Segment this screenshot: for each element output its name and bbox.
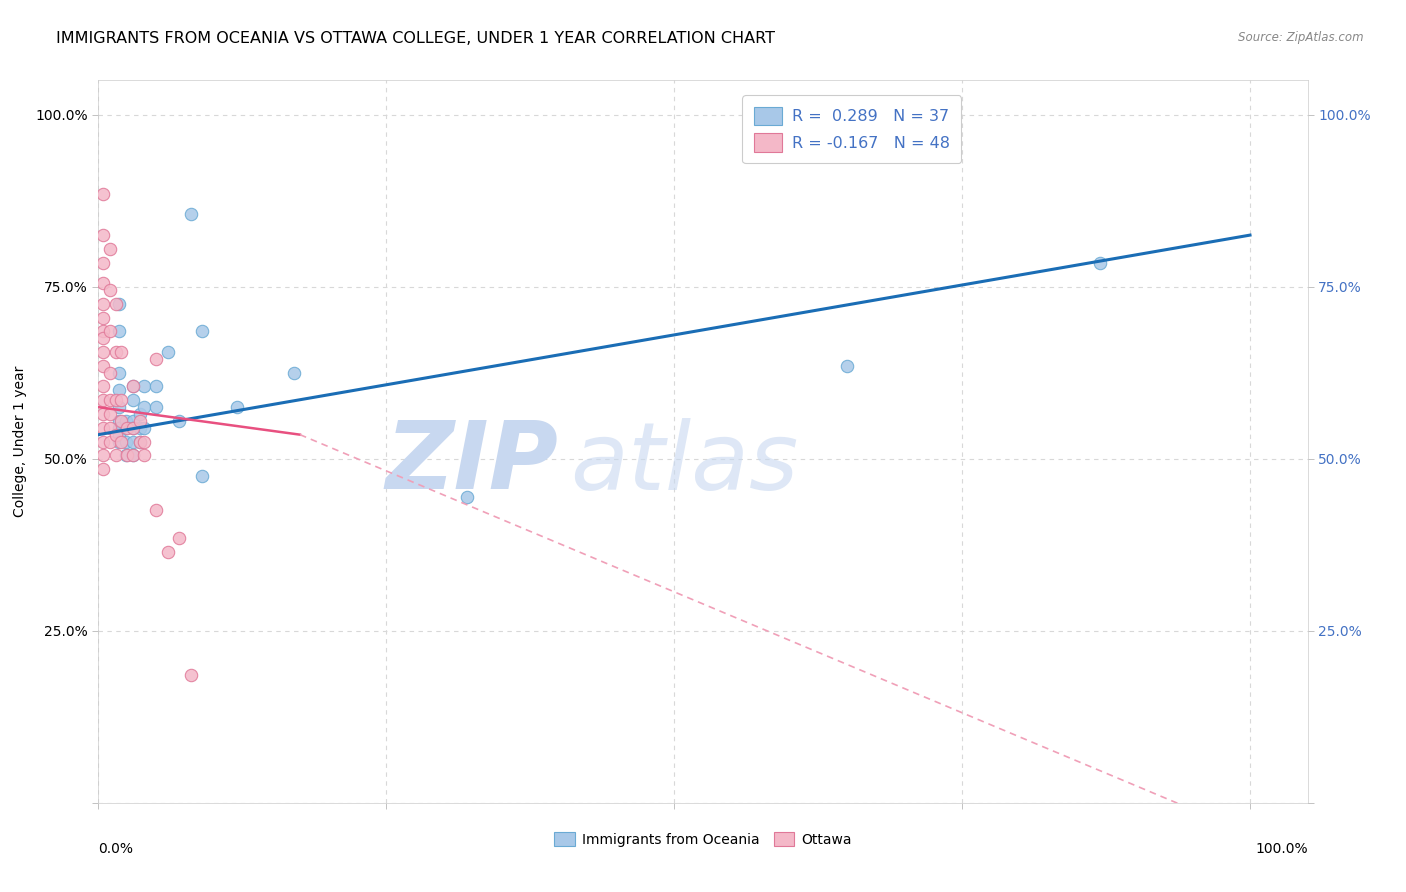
Point (835, 359, 858, 373)
Point (167, 531, 190, 545)
Point (115, 414, 138, 428)
Point (156, 345, 179, 359)
Point (145, 400, 167, 414)
Point (456, 490, 478, 504)
Point (91, 407, 114, 421)
Point (98, 407, 121, 421)
Point (122, 379, 145, 393)
Point (98, 325, 121, 339)
Y-axis label: College, Under 1 year: College, Under 1 year (13, 366, 27, 517)
Point (108, 434, 131, 449)
Point (128, 434, 150, 449)
Point (91, 462, 114, 476)
Point (128, 421, 150, 435)
Text: 100.0%: 100.0% (1256, 842, 1308, 855)
Point (91, 379, 114, 393)
Point (115, 448, 138, 462)
Point (91, 255, 114, 269)
Point (122, 414, 145, 428)
Point (108, 297, 131, 311)
Point (110, 414, 132, 428)
Point (91, 186, 114, 201)
Text: ZIP: ZIP (385, 417, 558, 509)
Point (134, 434, 156, 449)
Point (91, 228, 114, 243)
Point (115, 448, 138, 462)
Point (115, 421, 138, 435)
Point (115, 434, 138, 449)
Point (108, 325, 131, 339)
Point (91, 345, 114, 359)
Point (128, 407, 150, 421)
Point (122, 379, 145, 393)
Point (283, 366, 305, 380)
Point (115, 421, 138, 435)
Point (104, 393, 127, 408)
Point (108, 383, 131, 397)
Point (122, 434, 145, 449)
Point (104, 427, 127, 442)
Point (128, 414, 150, 428)
Point (91, 393, 114, 408)
Point (91, 325, 114, 339)
Point (122, 448, 145, 462)
Point (104, 448, 127, 462)
Point (156, 544, 179, 558)
Point (91, 310, 114, 325)
Point (91, 297, 114, 311)
Point (191, 469, 214, 483)
Point (134, 421, 156, 435)
Point (145, 379, 167, 393)
Point (180, 207, 202, 221)
Text: 0.0%: 0.0% (98, 842, 134, 855)
Point (98, 242, 121, 256)
Point (122, 448, 145, 462)
Point (104, 345, 127, 359)
Point (110, 345, 132, 359)
Point (98, 283, 121, 297)
Point (122, 421, 145, 435)
Point (91, 448, 114, 462)
Point (134, 379, 156, 393)
Text: Source: ZipAtlas.com: Source: ZipAtlas.com (1239, 31, 1364, 45)
Point (91, 434, 114, 449)
Point (110, 434, 132, 449)
Point (145, 351, 167, 366)
Point (134, 448, 156, 462)
Point (128, 434, 150, 449)
Text: atlas: atlas (569, 417, 799, 508)
Point (122, 393, 145, 408)
Point (108, 400, 131, 414)
Point (145, 503, 167, 517)
Point (180, 668, 202, 682)
Point (98, 393, 121, 408)
Point (225, 400, 247, 414)
Point (108, 421, 131, 435)
Point (91, 359, 114, 373)
Point (91, 331, 114, 345)
Point (191, 325, 214, 339)
Point (108, 427, 131, 442)
Point (134, 400, 156, 414)
Legend: Immigrants from Oceania, Ottawa: Immigrants from Oceania, Ottawa (547, 825, 859, 854)
Point (98, 366, 121, 380)
Point (91, 421, 114, 435)
Point (1090, 255, 1112, 269)
Point (108, 366, 131, 380)
Point (91, 277, 114, 291)
Point (98, 421, 121, 435)
Point (104, 297, 127, 311)
Point (98, 434, 121, 449)
Text: IMMIGRANTS FROM OCEANIA VS OTTAWA COLLEGE, UNDER 1 YEAR CORRELATION CHART: IMMIGRANTS FROM OCEANIA VS OTTAWA COLLEG… (56, 31, 775, 46)
Point (122, 421, 145, 435)
Point (108, 414, 131, 428)
Point (110, 393, 132, 408)
Point (167, 414, 190, 428)
